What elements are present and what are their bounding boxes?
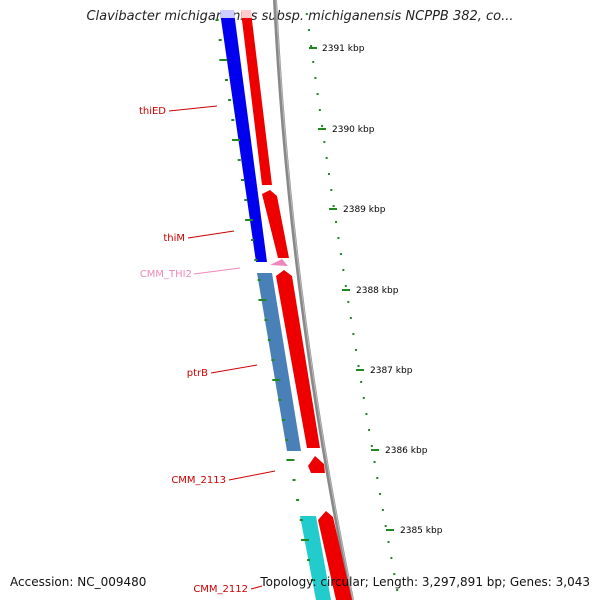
gene-leader-line bbox=[228, 470, 276, 481]
gene-label-thiED[interactable]: thiED bbox=[139, 105, 218, 117]
gene-label-thiM[interactable]: thiM bbox=[163, 230, 235, 244]
scale-text-2387: 2387 kbp bbox=[370, 366, 413, 376]
gene-ptrB-block[interactable] bbox=[257, 273, 301, 451]
inner-tick-column bbox=[215, 19, 314, 581]
gene-label-cmm2112[interactable]: CMM_2112 bbox=[193, 584, 263, 595]
gene-leader-line bbox=[187, 230, 235, 239]
gene-cmm-thi2-arrow[interactable] bbox=[270, 259, 288, 266]
gene-label-text: CMM_THI2 bbox=[140, 269, 192, 280]
gene-leader-line bbox=[250, 585, 263, 590]
scale-label-2385: 2385 kbp bbox=[386, 526, 443, 536]
scale-text-2389: 2389 kbp bbox=[343, 205, 386, 215]
gene-cmm2112-block[interactable] bbox=[300, 516, 331, 600]
backbone-highlight bbox=[275, 0, 354, 600]
scale-label-2390: 2390 kbp bbox=[318, 125, 375, 135]
scale-label-2387: 2387 kbp bbox=[356, 366, 413, 376]
cds-forward-arrow[interactable] bbox=[308, 456, 325, 473]
cds-forward-segment[interactable] bbox=[241, 12, 272, 185]
gene-label-ptrB[interactable]: ptrB bbox=[187, 364, 258, 379]
cds-forward-arrow[interactable] bbox=[262, 190, 289, 258]
gene-label-text: CMM_2112 bbox=[193, 584, 248, 595]
backbone-line bbox=[273, 0, 354, 600]
scale-label-2389: 2389 kbp bbox=[329, 205, 386, 215]
scale-text-2386: 2386 kbp bbox=[385, 446, 428, 456]
gene-top-light bbox=[220, 10, 235, 18]
gene-label-text: ptrB bbox=[187, 368, 208, 379]
accession-label: Accession: NC_009480 bbox=[10, 575, 147, 589]
map-title: Clavibacter michiganensis subsp. michiga… bbox=[86, 9, 514, 24]
scale-label-2391: 2391 kbp bbox=[309, 44, 365, 54]
gene-label-text: thiM bbox=[163, 233, 185, 244]
cds-forward-segment[interactable] bbox=[276, 270, 320, 448]
gene-leader-line bbox=[193, 267, 241, 275]
scale-text-2391: 2391 kbp bbox=[322, 44, 365, 54]
gene-leader-line bbox=[168, 105, 218, 112]
genome-summary: Topology: circular; Length: 3,297,891 bp… bbox=[260, 575, 590, 589]
scale-label-2388: 2388 kbp bbox=[342, 286, 399, 296]
scale-label-2386: 2386 kbp bbox=[371, 446, 428, 456]
scale-text-2390: 2390 kbp bbox=[332, 125, 375, 135]
outer-tick-column bbox=[305, 13, 399, 591]
scale-text-2385: 2385 kbp bbox=[400, 526, 443, 536]
gene-label-cmm2113[interactable]: CMM_2113 bbox=[171, 470, 276, 486]
gene-leader-line bbox=[210, 364, 258, 374]
cds-forward-top-light bbox=[241, 10, 252, 18]
gene-label-text: thiED bbox=[139, 106, 166, 117]
cds-forward-segment[interactable] bbox=[318, 511, 352, 600]
gene-thiED-thiM-block[interactable] bbox=[220, 12, 267, 262]
gene-label-cmm-thi2[interactable]: CMM_THI2 bbox=[140, 267, 241, 280]
scale-text-2388: 2388 kbp bbox=[356, 286, 399, 296]
gene-label-text: CMM_2113 bbox=[171, 475, 226, 486]
